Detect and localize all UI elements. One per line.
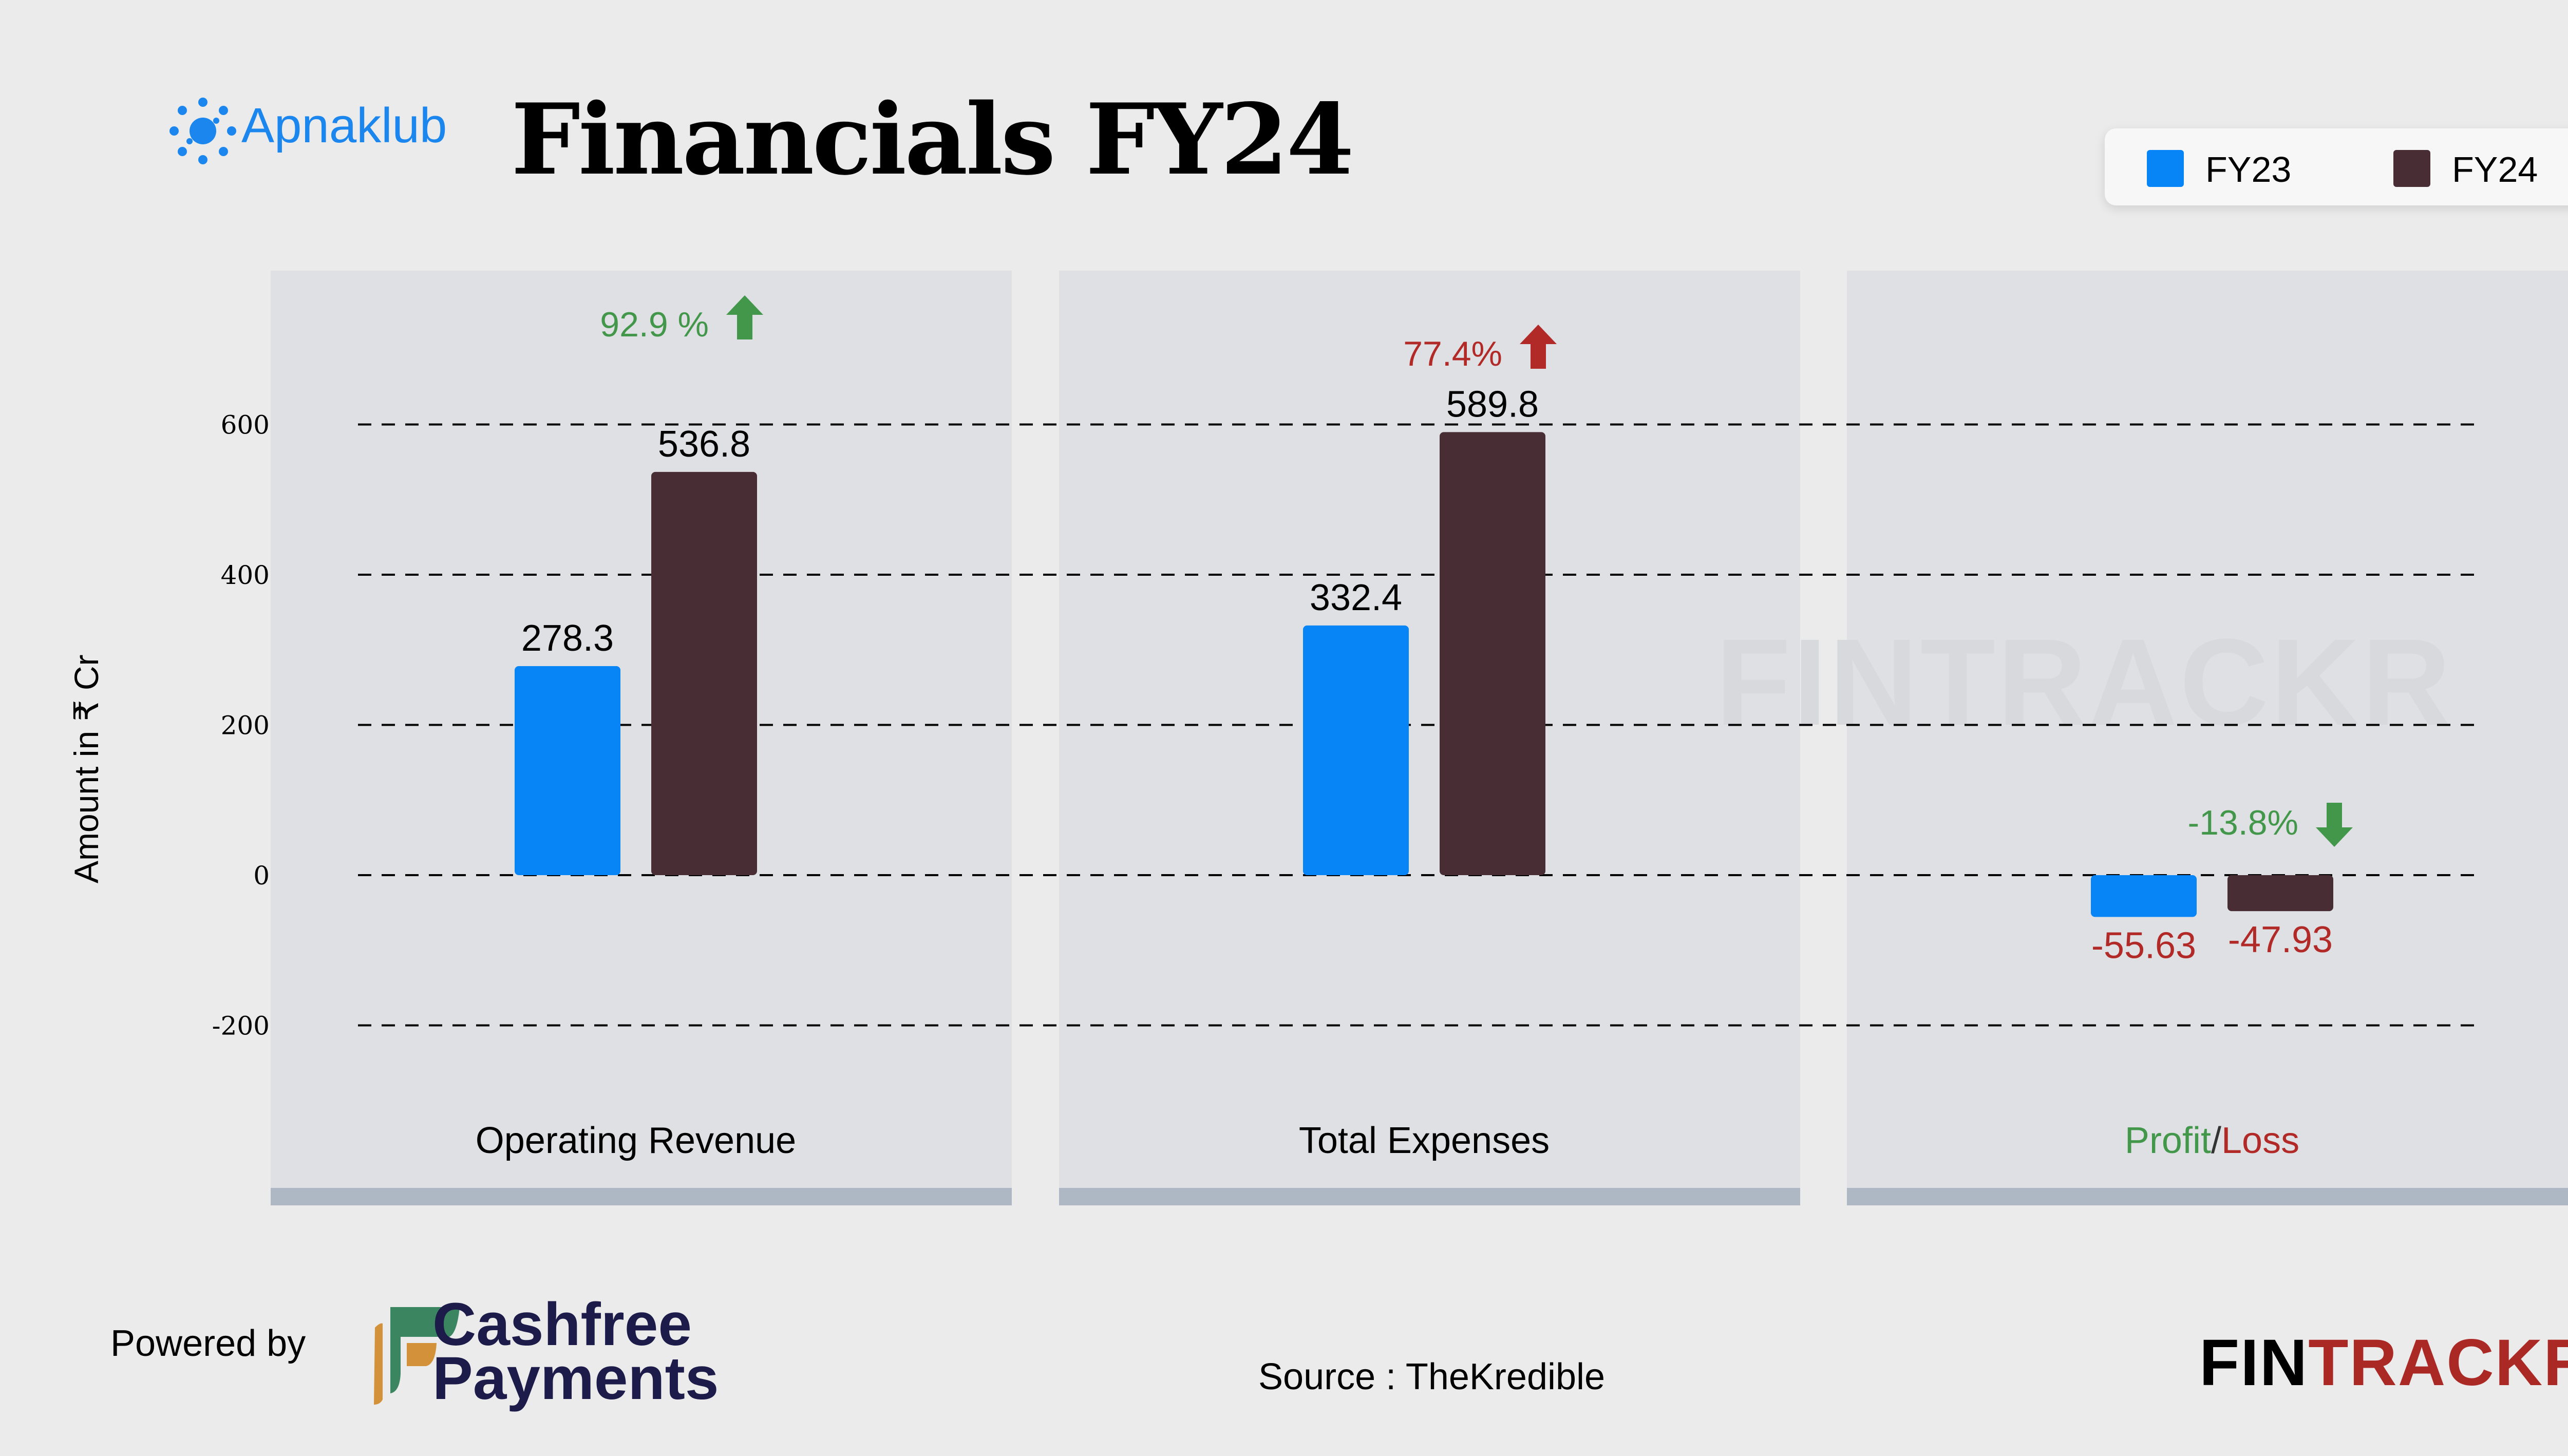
cashfree-logo-icon (360, 1302, 462, 1405)
category-label: Operating Revenue (476, 1120, 796, 1161)
cashfree-wordmark-line2: Payments (432, 1345, 719, 1412)
legend-label-fy24: FY24 (2452, 149, 2538, 190)
category-label-part: Profit (2125, 1120, 2211, 1161)
y-tick-label: 0 (253, 861, 270, 891)
arrow-up-icon (726, 295, 763, 339)
percent-change-label: 92.9 % (600, 305, 709, 344)
fintrackr-logo: FINTRACKR (2199, 1330, 2568, 1396)
percent-change-label: -13.8% (2188, 803, 2298, 842)
bar-fy23 (1303, 625, 1409, 875)
data-label: 278.3 (521, 618, 614, 659)
powered-by-label: Powered by (110, 1323, 306, 1364)
bar-fy23 (2091, 875, 2197, 917)
data-label: 332.4 (1310, 577, 1402, 618)
y-tick-label: 600 (221, 410, 270, 440)
fintrackr-logo-part1: FIN (2199, 1326, 2309, 1400)
data-label: 536.8 (658, 424, 750, 465)
legend-label-fy23: FY23 (2205, 149, 2292, 190)
panel-base-strip (271, 1188, 1012, 1205)
arrow-up-icon (1520, 325, 1557, 369)
page-title: Financials FY24 (511, 82, 1354, 197)
cashfree-wordmark-line1: Cashfree (432, 1291, 692, 1358)
legend: FY23 FY24 (2105, 128, 2568, 205)
legend-swatch-fy24 (2393, 150, 2430, 187)
bar-fy24 (2227, 875, 2333, 912)
apnaklub-dots-icon (169, 98, 236, 164)
bar-fy23 (515, 666, 620, 875)
category-label: Profit/Loss (2125, 1120, 2299, 1161)
panel-base-strip (1847, 1188, 2568, 1205)
category-label: Total Expenses (1299, 1120, 1550, 1161)
fintrackr-logo-part2: TRACKR (2308, 1326, 2568, 1400)
arrow-down-icon (2316, 803, 2353, 847)
percent-change-label: 77.4% (1403, 334, 1502, 373)
y-tick-label: 200 (221, 711, 270, 741)
data-label: -55.63 (2091, 925, 2196, 966)
watermark: FINTRACKR (1715, 613, 2453, 751)
panel-base-strip (1059, 1188, 1800, 1205)
category-label-part: Loss (2221, 1120, 2299, 1161)
y-tick-label: -200 (212, 1011, 270, 1041)
bar-fy24 (651, 471, 757, 875)
y-tick-label: 400 (221, 560, 270, 590)
category-label-part: / (2211, 1120, 2221, 1161)
bar-fy24 (1440, 432, 1545, 875)
data-label: -47.93 (2228, 919, 2333, 960)
apnaklub-logo (167, 95, 239, 167)
source-text: Source : TheKredible (1258, 1356, 1606, 1397)
legend-swatch-fy23 (2147, 150, 2184, 187)
data-label: 589.8 (1446, 384, 1539, 425)
apnaklub-wordmark: Apnaklub (241, 98, 447, 153)
